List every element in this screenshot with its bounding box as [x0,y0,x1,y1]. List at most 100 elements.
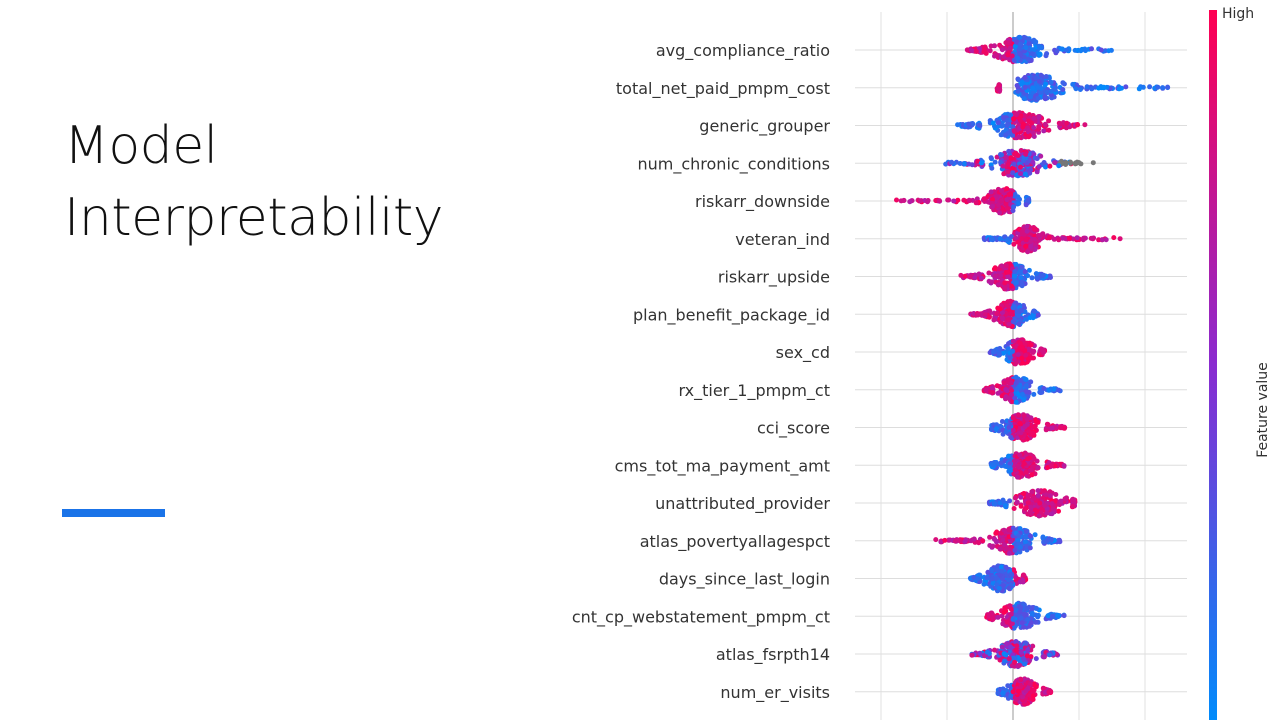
shap-dot [1013,697,1019,702]
shap-dot [1046,234,1052,240]
shap-dot [1021,413,1027,419]
beeswarm-dots [894,34,1171,707]
shap-dot [1060,87,1066,92]
shap-dot [1036,513,1042,519]
shap-dot [1018,269,1024,275]
shap-dot [1006,577,1011,583]
shap-dot [925,199,930,205]
shap-dot [1038,153,1044,159]
shap-dot [1082,46,1088,52]
shap-dot [1003,132,1008,138]
shap-dot [999,315,1005,321]
shap-dot [1023,202,1029,208]
shap-dot [1041,349,1047,355]
shap-dot [1031,115,1037,121]
shap-dot [997,306,1003,312]
feature-label: plan_benefit_package_id [633,305,830,325]
shap-dot [1014,39,1020,45]
shap-dot [1017,171,1023,177]
shap-dot [962,539,968,545]
shap-dot [1025,197,1031,203]
shap-dot [989,279,995,285]
shap-dot [1038,90,1044,95]
shap-dot [1036,43,1042,49]
shap-dot [1029,467,1034,473]
shap-dot [1003,201,1009,207]
shap-dot [1056,508,1061,514]
shap-dot [971,536,977,542]
shap-dot [1165,84,1171,90]
shap-dot [1031,424,1037,430]
shap-dot [995,390,1001,396]
shap-dot [991,317,997,323]
shap-dot [987,48,993,54]
shap-dot [1063,160,1069,165]
shap-dot [1035,465,1041,470]
shap-dot [1080,237,1086,243]
shap-dot [1003,564,1009,570]
shap-dot [1006,192,1012,198]
shap-dot [1006,550,1012,556]
shap-dot [1028,533,1033,539]
shap-dot [1018,275,1024,281]
shap-dot [1070,503,1076,509]
shap-dot [1005,274,1011,280]
shap-dot [1096,85,1102,91]
shap-dot [1005,346,1011,352]
shap-dot [1026,170,1032,176]
feature-label: unattributed_provider [655,494,830,514]
shap-dot [1033,656,1039,662]
shap-dot [1024,228,1030,234]
shap-dot [1019,281,1025,287]
shap-dot [1019,620,1025,626]
shap-dot [1048,463,1054,468]
shap-dot [1002,280,1008,286]
shap-dot [1015,230,1021,236]
shap-dot [1041,539,1047,545]
shap-dot [1037,52,1043,58]
shap-dot [1025,127,1031,133]
shap-dot [1015,474,1020,480]
shap-dot [1006,148,1012,154]
feature-label: avg_compliance_ratio [656,41,830,61]
shap-dot [1038,72,1044,78]
shap-dot [966,121,972,127]
shap-dot [1000,115,1006,121]
shap-dot [1011,506,1017,511]
shap-dot [1073,86,1079,92]
shap-dot [1012,547,1018,553]
shap-dot [1022,171,1028,177]
shap-dot [1056,387,1062,393]
shap-dot [1010,689,1016,695]
shap-dot [1016,321,1022,327]
feature-label: num_chronic_conditions [637,154,830,174]
shap-dot [1100,237,1105,243]
shap-dot [973,200,979,206]
shap-dot [1031,134,1037,139]
shap-dot [1023,534,1028,539]
shap-dot [1010,132,1016,138]
shap-dot [1020,577,1026,583]
shap-dot [1033,418,1039,424]
shap-dot [1012,467,1018,473]
shap-dot [1049,614,1055,619]
shap-dot [990,390,995,395]
shap-dot [980,538,986,544]
shap-dot [989,236,995,242]
shap-dot [1010,338,1016,344]
shap-dot [1003,387,1009,392]
feature-label: cnt_cp_webstatement_pmpm_ct [572,607,830,627]
shap-dot [1042,503,1048,509]
shap-dot [1021,572,1026,578]
shap-dot [1047,652,1052,658]
shap-dot [1005,169,1011,175]
shap-dot [1032,507,1038,513]
shap-dot [995,282,1001,288]
shap-dot [994,383,1000,389]
shap-dot [1036,114,1042,120]
shap-dot [986,314,992,320]
slide-title-line-2: Interpretability [64,188,444,248]
shap-dot [1012,43,1018,49]
shap-dot [1082,122,1088,128]
shap-dot [1070,81,1076,87]
